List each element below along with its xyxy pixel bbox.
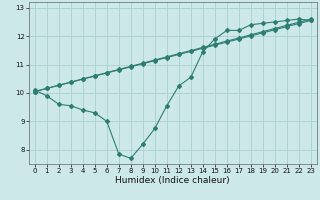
X-axis label: Humidex (Indice chaleur): Humidex (Indice chaleur) <box>116 176 230 185</box>
